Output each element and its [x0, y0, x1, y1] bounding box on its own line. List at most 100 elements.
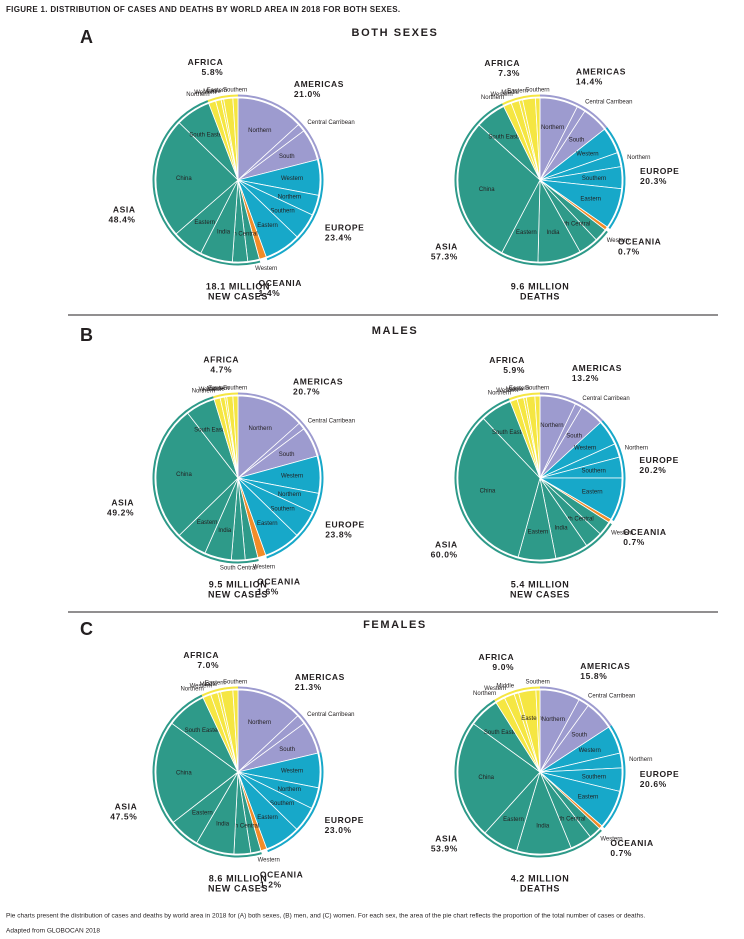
subregion-label: Western [258, 857, 280, 863]
total-label: DEATHS [520, 291, 560, 301]
total-label: NEW CASES [208, 883, 268, 893]
region-arc [602, 725, 626, 829]
region-value-label: 1.6% [257, 586, 279, 596]
slice [155, 412, 239, 536]
region-name: AFRICA [484, 58, 520, 68]
subregion-label: South Central [223, 824, 260, 830]
region-name: EUROPE [325, 815, 365, 825]
subregion-label: Eastern [192, 810, 213, 816]
region-value-label: 20.3% [640, 176, 667, 186]
figure-title: FIGURE 1. DISTRIBUTION OF CASES AND DEAT… [6, 5, 400, 14]
subregion-label: Southern [223, 88, 247, 94]
region-name: AMERICAS [294, 79, 344, 89]
region-name: OCEANIA [259, 278, 302, 288]
subregion-label: Middle [496, 683, 514, 689]
subregion-label: Eastern [516, 230, 537, 236]
region-name: ASIA [435, 242, 458, 252]
region-arc [454, 699, 602, 858]
subregion-label: Western [490, 92, 512, 98]
panel-letter: A [80, 27, 93, 47]
subregion-label: Northern [248, 720, 271, 726]
subregion-label: India [217, 230, 231, 236]
subregion-label: Eastern [580, 197, 601, 203]
subregion-label: Southern [526, 680, 550, 686]
region-value-label: 21.3% [295, 682, 322, 692]
region-arc [509, 392, 541, 401]
region-arc [152, 100, 261, 266]
panel-heading: BOTH SEXES [352, 27, 439, 39]
panel-letter: C [80, 619, 93, 639]
region-arc [494, 686, 541, 702]
region-name: EUROPE [640, 769, 680, 779]
subregion-label: China [480, 489, 496, 495]
subregion-label: South [279, 154, 295, 160]
slice [232, 97, 239, 181]
region-value-label: 23.8% [325, 530, 352, 540]
region-name: EUROPE [325, 222, 365, 232]
subregion-label: Eastern [257, 521, 278, 527]
slice [237, 689, 299, 773]
subregion-label: Central Carribean [588, 693, 635, 699]
region-arc [266, 158, 324, 261]
region-arc [152, 396, 259, 564]
footnote: Pie charts present the distribution of c… [6, 913, 645, 920]
subregion-label: Eastern [197, 520, 218, 526]
subregion-label: Western [484, 686, 506, 692]
region-value-label: 20.7% [293, 387, 320, 397]
subregion-label: South Eastern [194, 428, 232, 434]
subregion-label: Northern [473, 691, 496, 697]
region-value-label: 0.7% [618, 247, 640, 257]
region-arc [237, 686, 322, 753]
slice [232, 395, 239, 479]
subregion-label: South [569, 138, 585, 144]
subregion-label: Middle [501, 90, 519, 96]
subregion-label: Eastern [509, 386, 530, 392]
region-value-label: 7.0% [197, 660, 219, 670]
region-arc [605, 127, 626, 229]
subregion-label: Central Carribean [585, 100, 632, 106]
region-value-label: 5.8% [202, 67, 224, 77]
region-name: AMERICAS [572, 363, 622, 373]
region-name: AMERICAS [580, 661, 630, 671]
subregion-label: China [176, 176, 192, 182]
total-label: NEW CASES [510, 589, 570, 599]
region-value-label: 20.2% [639, 465, 666, 475]
region-arc [539, 686, 612, 727]
source: Adapted from GLOBOCAN 2018 [6, 928, 100, 935]
subregion-label: South Eastern [185, 728, 223, 734]
total-label: NEW CASES [208, 589, 268, 599]
region-value-label: 4.7% [210, 364, 232, 374]
region-value-label: 49.2% [107, 508, 134, 518]
total-label: 18.1 MILLION [206, 281, 270, 291]
subregion-label: China [176, 770, 192, 776]
subregion-label: Central Carribean [308, 419, 355, 425]
subregion-label: Western [190, 683, 212, 689]
subregion-label: Eastern [528, 530, 549, 536]
panel-letter: B [80, 325, 93, 345]
total-label: 4.2 MILLION [511, 873, 570, 883]
subregion-label: Southern [525, 88, 549, 94]
subregion-label: Western [579, 748, 601, 754]
region-arc [601, 420, 626, 522]
subregion-label: Southern [270, 208, 294, 214]
slice [457, 418, 541, 558]
subregion-label: Northern [278, 194, 301, 200]
subregion-label: Northern [248, 128, 271, 134]
region-arc [201, 686, 239, 697]
region-arc [213, 392, 239, 399]
total-label: 9.5 MILLION [209, 579, 268, 589]
slice [155, 122, 239, 235]
subregion-label: Eastern [507, 88, 528, 94]
subregion-label: Western [255, 266, 277, 272]
region-arc [267, 752, 324, 853]
subregion-label: India [216, 821, 230, 827]
subregion-label: Northern [488, 390, 511, 396]
subregion-label: Southern [582, 775, 606, 781]
subregion-label: South Central [221, 232, 258, 238]
subregion-label: Eastern [207, 88, 228, 94]
subregion-label: Western [253, 564, 275, 570]
subregion-label: Western [611, 531, 633, 537]
region-arc [237, 94, 321, 160]
subregion-label: South Central [554, 221, 591, 227]
